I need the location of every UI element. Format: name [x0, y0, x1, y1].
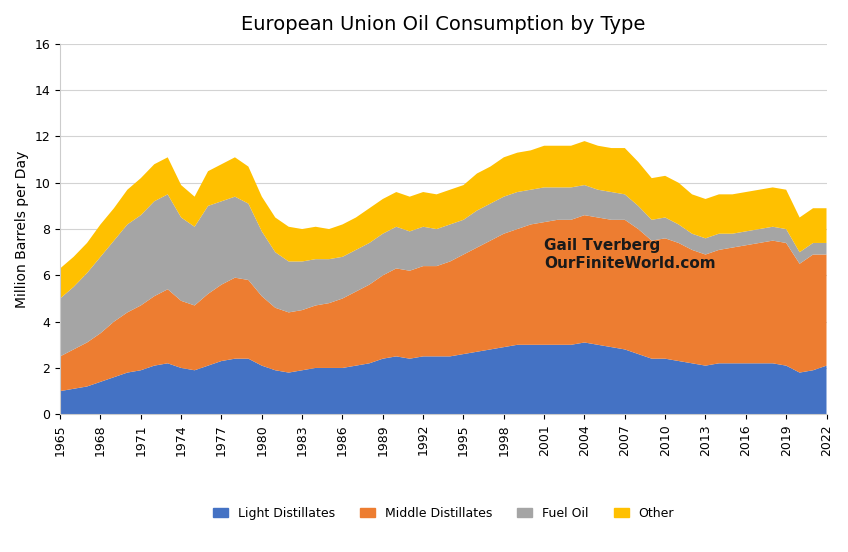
Y-axis label: Million Barrels per Day: Million Barrels per Day: [15, 150, 29, 308]
Title: European Union Oil Consumption by Type: European Union Oil Consumption by Type: [241, 15, 645, 34]
Legend: Light Distillates, Middle Distillates, Fuel Oil, Other: Light Distillates, Middle Distillates, F…: [208, 502, 679, 525]
Text: Gail Tverberg
OurFiniteWorld.com: Gail Tverberg OurFiniteWorld.com: [544, 238, 716, 270]
